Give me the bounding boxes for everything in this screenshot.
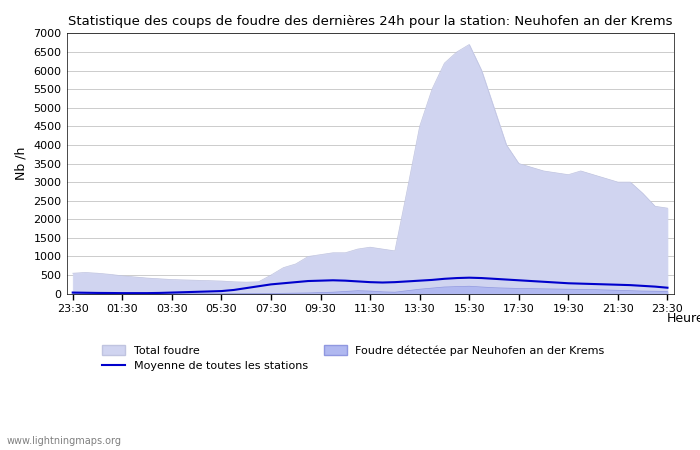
Legend: Total foudre, Moyenne de toutes les stations, Foudre détectée par Neuhofen an de: Total foudre, Moyenne de toutes les stat… (102, 346, 605, 371)
X-axis label: Heure: Heure (667, 312, 700, 325)
Y-axis label: Nb /h: Nb /h (15, 147, 28, 180)
Title: Statistique des coups de foudre des dernières 24h pour la station: Neuhofen an d: Statistique des coups de foudre des dern… (68, 15, 672, 28)
Text: www.lightningmaps.org: www.lightningmaps.org (7, 436, 122, 446)
